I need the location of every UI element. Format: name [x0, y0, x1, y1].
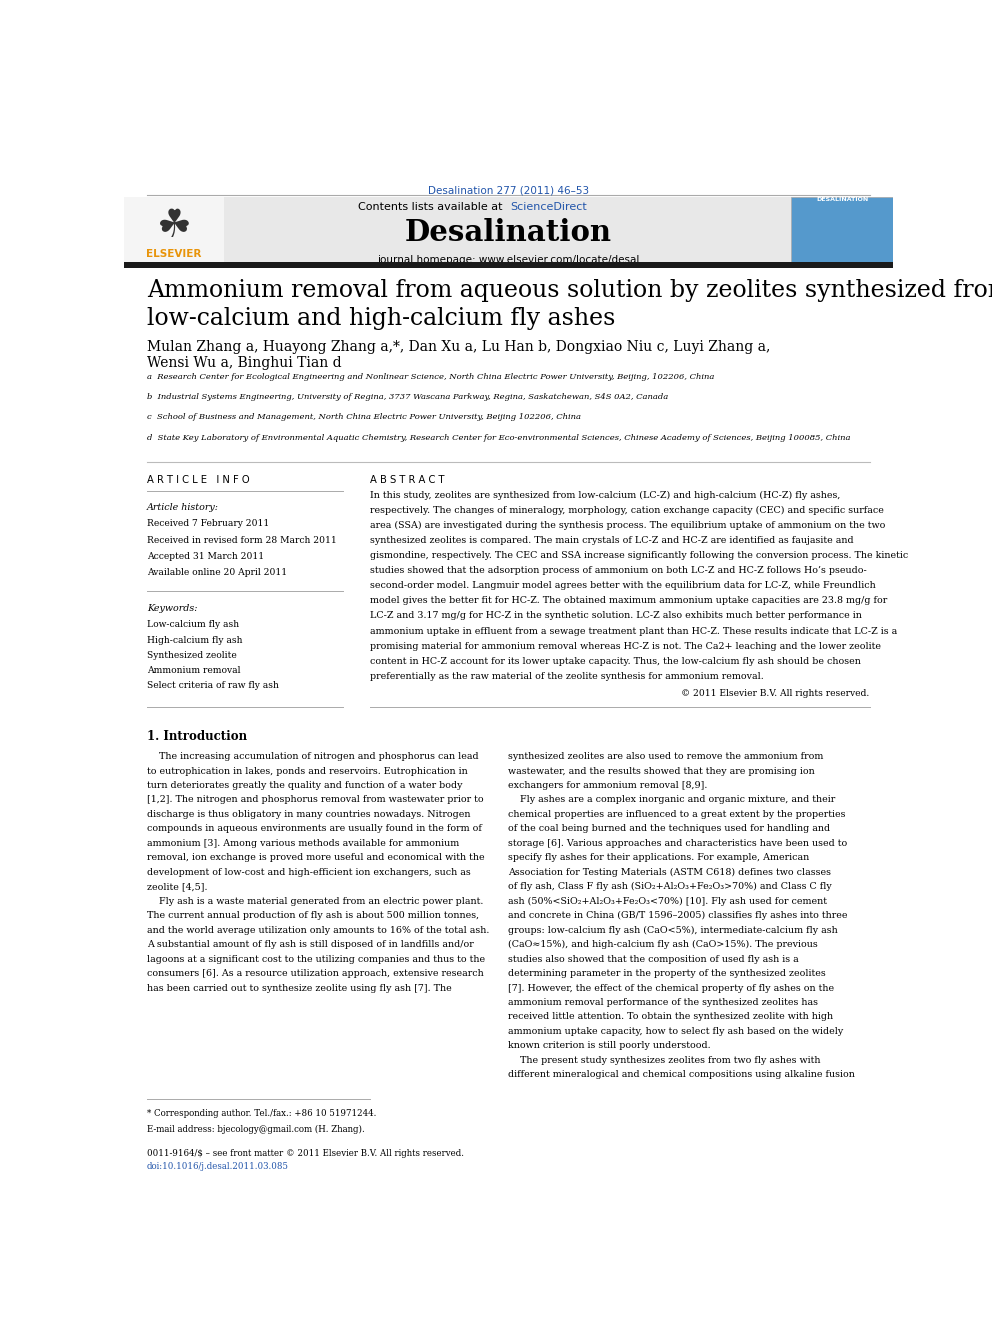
Text: High-calcium fly ash: High-calcium fly ash [147, 635, 243, 644]
Text: Received in revised form 28 March 2011: Received in revised form 28 March 2011 [147, 536, 337, 545]
Text: (CaO≈15%), and high-calcium fly ash (CaO>15%). The previous: (CaO≈15%), and high-calcium fly ash (CaO… [509, 941, 818, 949]
Text: b  Industrial Systems Engineering, University of Regina, 3737 Wascana Parkway, R: b Industrial Systems Engineering, Univer… [147, 393, 669, 401]
Text: compounds in aqueous environments are usually found in the form of: compounds in aqueous environments are us… [147, 824, 482, 833]
Text: chemical properties are influenced to a great extent by the properties: chemical properties are influenced to a … [509, 810, 846, 819]
Text: lagoons at a significant cost to the utilizing companies and thus to the: lagoons at a significant cost to the uti… [147, 955, 485, 963]
Text: model gives the better fit for HC-Z. The obtained maximum ammonium uptake capaci: model gives the better fit for HC-Z. The… [370, 597, 887, 606]
FancyBboxPatch shape [124, 197, 224, 263]
Text: content in HC-Z account for its lower uptake capacity. Thus, the low-calcium fly: content in HC-Z account for its lower up… [370, 656, 861, 665]
Text: Association for Testing Materials (ASTM C618) defines two classes: Association for Testing Materials (ASTM … [509, 868, 831, 877]
Text: Fly ashes are a complex inorganic and organic mixture, and their: Fly ashes are a complex inorganic and or… [509, 795, 835, 804]
Text: ammonium uptake capacity, how to select fly ash based on the widely: ammonium uptake capacity, how to select … [509, 1027, 843, 1036]
FancyBboxPatch shape [124, 262, 893, 267]
Text: promising material for ammonium removal whereas HC-Z is not. The Ca2+ leaching a: promising material for ammonium removal … [370, 642, 881, 651]
FancyBboxPatch shape [124, 197, 893, 263]
Text: zeolite [4,5].: zeolite [4,5]. [147, 882, 207, 892]
Text: specify fly ashes for their applications. For example, American: specify fly ashes for their applications… [509, 853, 809, 863]
Text: 1. Introduction: 1. Introduction [147, 730, 247, 742]
Text: ELSEVIER: ELSEVIER [146, 249, 201, 258]
Text: doi:10.1016/j.desal.2011.03.085: doi:10.1016/j.desal.2011.03.085 [147, 1162, 289, 1171]
Text: Keywords:: Keywords: [147, 603, 197, 613]
Text: ☘: ☘ [157, 206, 191, 245]
Text: * Corresponding author. Tel./fax.: +86 10 51971244.: * Corresponding author. Tel./fax.: +86 1… [147, 1109, 376, 1118]
Text: of the coal being burned and the techniques used for handling and: of the coal being burned and the techniq… [509, 824, 830, 833]
Text: groups: low-calcium fly ash (CaO<5%), intermediate-calcium fly ash: groups: low-calcium fly ash (CaO<5%), in… [509, 926, 838, 935]
Text: and concrete in China (GB/T 1596–2005) classifies fly ashes into three: and concrete in China (GB/T 1596–2005) c… [509, 912, 848, 921]
Text: ammonium removal performance of the synthesized zeolites has: ammonium removal performance of the synt… [509, 998, 818, 1007]
Text: Ammonium removal from aqueous solution by zeolites synthesized from
low-calcium : Ammonium removal from aqueous solution b… [147, 279, 992, 331]
Text: known criterion is still poorly understood.: known criterion is still poorly understo… [509, 1041, 711, 1050]
Text: gismondine, respectively. The CEC and SSA increase significantly following the c: gismondine, respectively. The CEC and SS… [370, 552, 909, 560]
Text: discharge is thus obligatory in many countries nowadays. Nitrogen: discharge is thus obligatory in many cou… [147, 810, 470, 819]
Text: ammonium uptake in effluent from a sewage treatment plant than HC-Z. These resul: ammonium uptake in effluent from a sewag… [370, 627, 898, 635]
Text: preferentially as the raw material of the zeolite synthesis for ammonium removal: preferentially as the raw material of th… [370, 672, 764, 681]
Text: LC-Z and 3.17 mg/g for HC-Z in the synthetic solution. LC-Z also exhibits much b: LC-Z and 3.17 mg/g for HC-Z in the synth… [370, 611, 862, 620]
Text: © 2011 Elsevier B.V. All rights reserved.: © 2011 Elsevier B.V. All rights reserved… [682, 689, 870, 699]
Text: wastewater, and the results showed that they are promising ion: wastewater, and the results showed that … [509, 766, 815, 775]
Text: determining parameter in the property of the synthesized zeolites: determining parameter in the property of… [509, 968, 826, 978]
Text: Mulan Zhang a, Huayong Zhang a,*, Dan Xu a, Lu Han b, Dongxiao Niu c, Luyi Zhang: Mulan Zhang a, Huayong Zhang a,*, Dan Xu… [147, 340, 771, 355]
Text: [7]. However, the effect of the chemical property of fly ashes on the: [7]. However, the effect of the chemical… [509, 983, 834, 992]
Text: of fly ash, Class F fly ash (SiO₂+Al₂O₃+Fe₂O₃>70%) and Class C fly: of fly ash, Class F fly ash (SiO₂+Al₂O₃+… [509, 882, 832, 892]
Text: development of low-cost and high-efficient ion exchangers, such as: development of low-cost and high-efficie… [147, 868, 471, 877]
Text: 0011-9164/$ – see front matter © 2011 Elsevier B.V. All rights reserved.: 0011-9164/$ – see front matter © 2011 El… [147, 1148, 464, 1158]
Text: exchangers for ammonium removal [8,9].: exchangers for ammonium removal [8,9]. [509, 781, 707, 790]
Text: storage [6]. Various approaches and characteristics have been used to: storage [6]. Various approaches and char… [509, 839, 847, 848]
Text: Contents lists available at: Contents lists available at [358, 201, 506, 212]
FancyBboxPatch shape [792, 197, 893, 263]
Text: studies also showed that the composition of used fly ash is a: studies also showed that the composition… [509, 955, 800, 963]
Text: removal, ion exchange is proved more useful and economical with the: removal, ion exchange is proved more use… [147, 853, 485, 863]
Text: ammonium [3]. Among various methods available for ammonium: ammonium [3]. Among various methods avai… [147, 839, 459, 848]
Text: A B S T R A C T: A B S T R A C T [370, 475, 444, 484]
Text: DESALINATION: DESALINATION [816, 197, 868, 202]
Text: Low-calcium fly ash: Low-calcium fly ash [147, 620, 239, 630]
Text: Select criteria of raw fly ash: Select criteria of raw fly ash [147, 681, 279, 691]
Text: [1,2]. The nitrogen and phosphorus removal from wastewater prior to: [1,2]. The nitrogen and phosphorus remov… [147, 795, 484, 804]
Text: to eutrophication in lakes, ponds and reservoirs. Eutrophication in: to eutrophication in lakes, ponds and re… [147, 766, 468, 775]
Text: area (SSA) are investigated during the synthesis process. The equilibrium uptake: area (SSA) are investigated during the s… [370, 521, 886, 531]
Text: ash (50%<SiO₂+Al₂O₃+Fe₂O₃<70%) [10]. Fly ash used for cement: ash (50%<SiO₂+Al₂O₃+Fe₂O₃<70%) [10]. Fly… [509, 897, 827, 906]
Text: d  State Key Laboratory of Environmental Aquatic Chemistry, Research Center for : d State Key Laboratory of Environmental … [147, 434, 850, 442]
Text: Available online 20 April 2011: Available online 20 April 2011 [147, 569, 288, 577]
Text: synthesized zeolites are also used to remove the ammonium from: synthesized zeolites are also used to re… [509, 751, 823, 761]
Text: Synthesized zeolite: Synthesized zeolite [147, 651, 237, 660]
Text: synthesized zeolites is compared. The main crystals of LC-Z and HC-Z are identif: synthesized zeolites is compared. The ma… [370, 536, 854, 545]
Text: Accepted 31 March 2011: Accepted 31 March 2011 [147, 552, 264, 561]
Text: second-order model. Langmuir model agrees better with the equilibrium data for L: second-order model. Langmuir model agree… [370, 581, 876, 590]
Text: studies showed that the adsorption process of ammonium on both LC-Z and HC-Z fol: studies showed that the adsorption proce… [370, 566, 867, 576]
Text: received little attention. To obtain the synthesized zeolite with high: received little attention. To obtain the… [509, 1012, 833, 1021]
Text: and the world average utilization only amounts to 16% of the total ash.: and the world average utilization only a… [147, 926, 489, 934]
Text: consumers [6]. As a resource utilization approach, extensive research: consumers [6]. As a resource utilization… [147, 968, 484, 978]
Text: c  School of Business and Management, North China Electric Power University, Bei: c School of Business and Management, Nor… [147, 413, 581, 422]
Text: In this study, zeolites are synthesized from low-calcium (LC-Z) and high-calcium: In this study, zeolites are synthesized … [370, 491, 840, 500]
Text: Ammonium removal: Ammonium removal [147, 665, 241, 675]
Text: E-mail address: bjecology@gmail.com (H. Zhang).: E-mail address: bjecology@gmail.com (H. … [147, 1125, 365, 1134]
Text: Wensi Wu a, Binghui Tian d: Wensi Wu a, Binghui Tian d [147, 356, 341, 370]
Text: A substantial amount of fly ash is still disposed of in landfills and/or: A substantial amount of fly ash is still… [147, 941, 474, 949]
Text: Fly ash is a waste material generated from an electric power plant.: Fly ash is a waste material generated fr… [147, 897, 483, 906]
Text: The increasing accumulation of nitrogen and phosphorus can lead: The increasing accumulation of nitrogen … [147, 751, 479, 761]
Text: The present study synthesizes zeolites from two fly ashes with: The present study synthesizes zeolites f… [509, 1056, 821, 1065]
Text: a  Research Center for Ecological Engineering and Nonlinear Science, North China: a Research Center for Ecological Enginee… [147, 373, 714, 381]
Text: A R T I C L E   I N F O: A R T I C L E I N F O [147, 475, 250, 484]
Text: journal homepage: www.elsevier.com/locate/desal: journal homepage: www.elsevier.com/locat… [377, 254, 640, 265]
Text: ScienceDirect: ScienceDirect [511, 201, 587, 212]
Text: Desalination 277 (2011) 46–53: Desalination 277 (2011) 46–53 [428, 185, 589, 196]
Text: The current annual production of fly ash is about 500 million tonnes,: The current annual production of fly ash… [147, 912, 479, 921]
Text: respectively. The changes of mineralogy, morphology, cation exchange capacity (C: respectively. The changes of mineralogy,… [370, 505, 884, 515]
Text: turn deteriorates greatly the quality and function of a water body: turn deteriorates greatly the quality an… [147, 781, 462, 790]
Text: Received 7 February 2011: Received 7 February 2011 [147, 520, 269, 528]
Text: Desalination: Desalination [405, 218, 612, 247]
Text: different mineralogical and chemical compositions using alkaline fusion: different mineralogical and chemical com… [509, 1070, 855, 1080]
Text: has been carried out to synthesize zeolite using fly ash [7]. The: has been carried out to synthesize zeoli… [147, 983, 451, 992]
Text: Article history:: Article history: [147, 503, 219, 512]
